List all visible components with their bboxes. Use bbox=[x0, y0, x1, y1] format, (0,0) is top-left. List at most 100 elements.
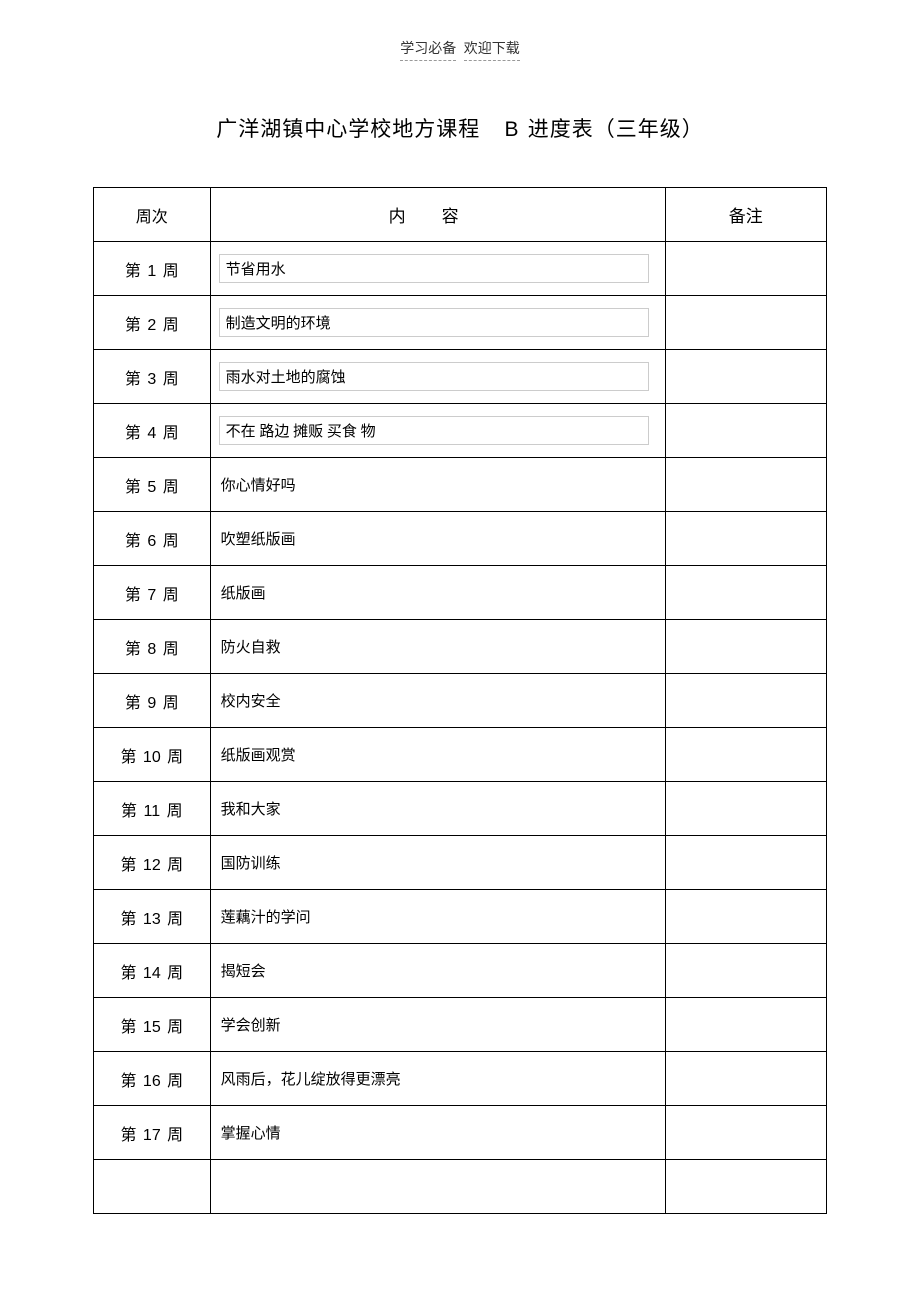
cell-notes bbox=[665, 728, 826, 782]
cell-notes bbox=[665, 458, 826, 512]
table-row: 第 16 周风雨后，花儿绽放得更漂亮 bbox=[94, 1052, 827, 1106]
title-part-1: 广洋湖镇中心学校地方课程 bbox=[216, 117, 480, 141]
cell-week: 第 17 周 bbox=[94, 1106, 211, 1160]
content-text: 学会创新 bbox=[219, 1018, 281, 1034]
cell-notes bbox=[665, 890, 826, 944]
week-number: 4 bbox=[143, 425, 161, 442]
cell-week: 第 14 周 bbox=[94, 944, 211, 998]
week-number: 17 bbox=[138, 1127, 165, 1144]
table-row: 第 12 周国防训练 bbox=[94, 836, 827, 890]
week-suffix: 周 bbox=[163, 263, 179, 280]
week-prefix: 第 bbox=[120, 857, 136, 874]
table-row: 第 15 周学会创新 bbox=[94, 998, 827, 1052]
header-notes: 备注 bbox=[665, 188, 826, 242]
cell-notes bbox=[665, 1052, 826, 1106]
week-suffix: 周 bbox=[167, 1073, 183, 1090]
week-number: 3 bbox=[143, 371, 161, 388]
table-row: 第 1 周节省用水 bbox=[94, 242, 827, 296]
week-number: 15 bbox=[138, 1019, 165, 1036]
cell-notes bbox=[665, 1106, 826, 1160]
table-row bbox=[94, 1160, 827, 1214]
table-row: 第 8 周防火自救 bbox=[94, 620, 827, 674]
cell-content: 我和大家 bbox=[210, 782, 665, 836]
table-row: 第 10 周纸版画观赏 bbox=[94, 728, 827, 782]
table-row: 第 17 周掌握心情 bbox=[94, 1106, 827, 1160]
content-text: 纸版画观赏 bbox=[219, 748, 296, 764]
week-suffix: 周 bbox=[167, 965, 183, 982]
table-row: 第 2 周制造文明的环境 bbox=[94, 296, 827, 350]
cell-notes bbox=[665, 512, 826, 566]
cell-notes bbox=[665, 296, 826, 350]
cell-week: 第 11 周 bbox=[94, 782, 211, 836]
page-title: 广洋湖镇中心学校地方课程 B 进度表（三年级） bbox=[0, 113, 920, 143]
week-prefix: 第 bbox=[121, 803, 137, 820]
week-prefix: 第 bbox=[120, 1073, 136, 1090]
table-row: 第 13 周莲藕汁的学问 bbox=[94, 890, 827, 944]
cell-content bbox=[210, 1160, 665, 1214]
week-suffix: 周 bbox=[167, 1127, 183, 1144]
cell-notes bbox=[665, 782, 826, 836]
cell-content: 风雨后，花儿绽放得更漂亮 bbox=[210, 1052, 665, 1106]
week-number: 16 bbox=[138, 1073, 165, 1090]
cell-notes bbox=[665, 620, 826, 674]
week-suffix: 周 bbox=[163, 695, 179, 712]
content-text: 我和大家 bbox=[219, 802, 281, 818]
week-prefix: 第 bbox=[125, 479, 141, 496]
week-number: 8 bbox=[143, 641, 161, 658]
header-content: 内容 bbox=[210, 188, 665, 242]
week-number: 7 bbox=[143, 587, 161, 604]
cell-week: 第 1 周 bbox=[94, 242, 211, 296]
header-text-1: 学习必备 bbox=[400, 38, 456, 61]
table-row: 第 3 周雨水对土地的腐蚀 bbox=[94, 350, 827, 404]
week-prefix: 第 bbox=[125, 425, 141, 442]
week-prefix: 第 bbox=[120, 911, 136, 928]
cell-week: 第 10 周 bbox=[94, 728, 211, 782]
cell-content: 雨水对土地的腐蚀 bbox=[210, 350, 665, 404]
week-suffix: 周 bbox=[167, 911, 183, 928]
header-week: 周次 bbox=[94, 188, 211, 242]
week-suffix: 周 bbox=[167, 749, 183, 766]
week-suffix: 周 bbox=[167, 1019, 183, 1036]
week-suffix: 周 bbox=[163, 371, 179, 388]
cell-content: 吹塑纸版画 bbox=[210, 512, 665, 566]
week-prefix: 第 bbox=[120, 1127, 136, 1144]
cell-week: 第 12 周 bbox=[94, 836, 211, 890]
week-suffix: 周 bbox=[163, 425, 179, 442]
cell-content: 纸版画 bbox=[210, 566, 665, 620]
cell-content: 不在 路边 摊贩 买食 物 bbox=[210, 404, 665, 458]
week-suffix: 周 bbox=[167, 857, 183, 874]
week-prefix: 第 bbox=[125, 641, 141, 658]
cell-week: 第 7 周 bbox=[94, 566, 211, 620]
week-prefix: 第 bbox=[125, 371, 141, 388]
cell-week: 第 6 周 bbox=[94, 512, 211, 566]
cell-content: 你心情好吗 bbox=[210, 458, 665, 512]
cell-content: 纸版画观赏 bbox=[210, 728, 665, 782]
cell-notes bbox=[665, 566, 826, 620]
week-prefix: 第 bbox=[125, 587, 141, 604]
content-box: 制造文明的环境 bbox=[219, 308, 649, 337]
content-text: 风雨后，花儿绽放得更漂亮 bbox=[219, 1072, 401, 1088]
week-number: 12 bbox=[138, 857, 165, 874]
cell-content: 国防训练 bbox=[210, 836, 665, 890]
week-suffix: 周 bbox=[163, 479, 179, 496]
cell-content: 防火自救 bbox=[210, 620, 665, 674]
cell-week: 第 3 周 bbox=[94, 350, 211, 404]
cell-week bbox=[94, 1160, 211, 1214]
cell-week: 第 13 周 bbox=[94, 890, 211, 944]
cell-content: 掌握心情 bbox=[210, 1106, 665, 1160]
table-header-row: 周次 内容 备注 bbox=[94, 188, 827, 242]
cell-week: 第 4 周 bbox=[94, 404, 211, 458]
cell-notes bbox=[665, 404, 826, 458]
content-text: 校内安全 bbox=[219, 694, 281, 710]
week-number: 1 bbox=[143, 263, 161, 280]
content-text: 国防训练 bbox=[219, 856, 281, 872]
table-container: 周次 内容 备注 第 1 周节省用水第 2 周制造文明的环境第 3 周雨水对土地… bbox=[93, 187, 827, 1214]
cell-week: 第 16 周 bbox=[94, 1052, 211, 1106]
cell-week: 第 2 周 bbox=[94, 296, 211, 350]
week-number: 5 bbox=[143, 479, 161, 496]
cell-content: 校内安全 bbox=[210, 674, 665, 728]
table-row: 第 5 周 你心情好吗 bbox=[94, 458, 827, 512]
week-prefix: 第 bbox=[120, 965, 136, 982]
content-box: 节省用水 bbox=[219, 254, 649, 283]
week-number: 11 bbox=[139, 803, 165, 820]
